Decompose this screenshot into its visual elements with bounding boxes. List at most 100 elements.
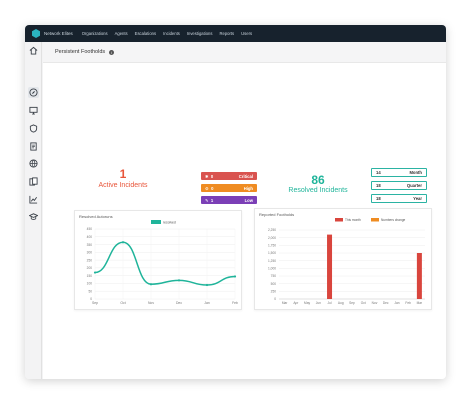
series-line [94, 241, 236, 286]
y-tick-label: 750 [271, 274, 277, 278]
info-icon[interactable]: i [109, 49, 115, 55]
app-window: Network Elites Organizations Agents Esca… [25, 25, 446, 379]
high-badge[interactable]: ⚙ 0 High [201, 184, 257, 192]
line-chart-icon[interactable] [28, 194, 39, 205]
active-incidents-count[interactable]: 1 [119, 167, 127, 181]
nav-reports[interactable]: Reports [219, 31, 235, 36]
brand-name[interactable]: Network Elites [44, 31, 73, 36]
x-tick-label: Jan [204, 301, 210, 305]
x-tick-label: Dec [383, 301, 389, 305]
y-tick-label: 1,000 [268, 267, 276, 271]
high-label: High [243, 185, 253, 191]
nav-organizations[interactable]: Organizations [81, 31, 108, 36]
y-tick-label: 500 [271, 282, 277, 286]
reported-footholds-panel: Reported Footholds 0 250 500 750 1,000 1,250 1… [254, 208, 432, 310]
period-year-value: 18 [376, 196, 381, 201]
resolved-incidents-label: Resolved Incidents [288, 187, 348, 194]
x-tick-label: May [304, 301, 310, 305]
legend-swatch [151, 220, 161, 224]
wrench-icon: ✎ [205, 197, 209, 203]
critical-badge[interactable]: ✱ 0 Critical [201, 172, 257, 180]
home-icon[interactable] [28, 45, 39, 56]
gear-icon: ⚙ [205, 185, 209, 191]
x-tick-label: Oct [120, 301, 125, 305]
high-count: 0 [211, 185, 214, 191]
resolved-incidents-count[interactable]: 86 [311, 173, 325, 187]
low-badge[interactable]: ✎ 1 Low [201, 196, 257, 204]
y-tick-label: 2,250 [268, 228, 276, 232]
x-tick-label: Oct [361, 301, 366, 305]
low-count: 1 [210, 197, 214, 203]
x-tick-label: Aug [338, 301, 344, 305]
y-tick-label: 100 [87, 282, 93, 286]
x-tick-label: Jan [394, 301, 399, 305]
bug-icon: ✱ [205, 173, 209, 179]
period-quarter[interactable]: 18 Quarter [371, 181, 427, 190]
y-tick-label: 250 [271, 290, 277, 294]
active-incidents-label: Active Incidents [98, 182, 148, 189]
y-tick-label: 200 [87, 266, 93, 270]
x-tick-label: Dec [176, 301, 182, 305]
period-month-value: 14 [376, 170, 381, 175]
monitor-icon[interactable] [28, 105, 39, 116]
data-point [177, 279, 181, 282]
x-tick-label: Apr [293, 301, 299, 305]
resolved-autoruns-panel: Resolved Autoruns 0 50 100 150 200 250 300 350 4… [74, 210, 242, 310]
page-header: Persistent Footholds i [43, 42, 446, 63]
resolved-autoruns-chart: 0 50 100 150 200 250 300 350 400 450 Sep Oct Nov Dec J… [87, 220, 238, 305]
period-month[interactable]: 14 Month [371, 168, 427, 177]
reported-footholds-chart: 0 250 500 750 1,000 1,250 1,500 1,750 2,000 2,250… [268, 218, 425, 305]
nav-agents[interactable]: Agents [114, 31, 128, 36]
y-tick-label: 350 [87, 243, 93, 247]
app-logo-icon[interactable] [32, 29, 40, 38]
nav-investigations[interactable]: Investigations [186, 31, 213, 36]
globe-icon[interactable] [28, 158, 39, 169]
y-tick-label: 1,250 [268, 259, 276, 263]
top-navbar: Network Elites Organizations Agents Esca… [25, 25, 446, 42]
main-content: Persistent Footholds i 1 Active Incident… [43, 42, 446, 379]
nav-escalations[interactable]: Escalations [134, 31, 157, 36]
x-tick-label: Jun [316, 301, 321, 305]
y-tick-label: 450 [87, 227, 93, 231]
x-tick-label: Mar [417, 301, 423, 305]
legend-label: This month [345, 218, 361, 222]
y-tick-label: 1,750 [268, 244, 276, 248]
y-tick-label: 0 [90, 297, 92, 301]
data-point [233, 275, 237, 278]
x-tick-label: Feb [232, 301, 238, 305]
critical-count: 0 [210, 173, 214, 179]
y-tick-label: 150 [87, 274, 93, 278]
legend-swatch [371, 218, 379, 222]
page-title: Persistent Footholds [55, 49, 106, 55]
sidebar [25, 42, 42, 379]
period-year-label: Year [413, 196, 422, 201]
period-year[interactable]: 18 Year [371, 194, 427, 203]
period-month-label: Month [409, 170, 422, 175]
x-tick-label: Jul [327, 301, 331, 305]
x-tick-label: Nov [372, 301, 378, 305]
files-icon[interactable] [28, 176, 39, 187]
y-tick-label: 2,000 [268, 236, 276, 240]
y-tick-label: 250 [87, 258, 93, 262]
x-tick-label: Sep [92, 301, 98, 305]
compass-icon[interactable] [28, 87, 39, 98]
shield-icon[interactable] [28, 123, 39, 134]
y-tick-label: 0 [274, 297, 276, 301]
resolved-autoruns-title: Resolved Autoruns [79, 214, 113, 219]
x-tick-label: Nov [148, 301, 154, 305]
period-quarter-value: 18 [376, 183, 381, 188]
legend-label: resolved [163, 220, 176, 224]
y-tick-label: 300 [87, 251, 93, 255]
graduation-cap-icon[interactable] [28, 211, 39, 222]
data-point [149, 283, 153, 286]
nav-incidents[interactable]: Incidents [163, 31, 180, 36]
reported-footholds-title: Reported Footholds [259, 212, 295, 217]
period-quarter-label: Quarter [406, 183, 422, 188]
document-icon[interactable] [28, 141, 39, 152]
bar [416, 253, 422, 299]
data-point [121, 241, 125, 244]
y-tick-label: 50 [88, 289, 92, 293]
x-tick-label: Sep [349, 301, 355, 305]
bar [327, 234, 333, 299]
nav-users[interactable]: Users [241, 31, 253, 36]
